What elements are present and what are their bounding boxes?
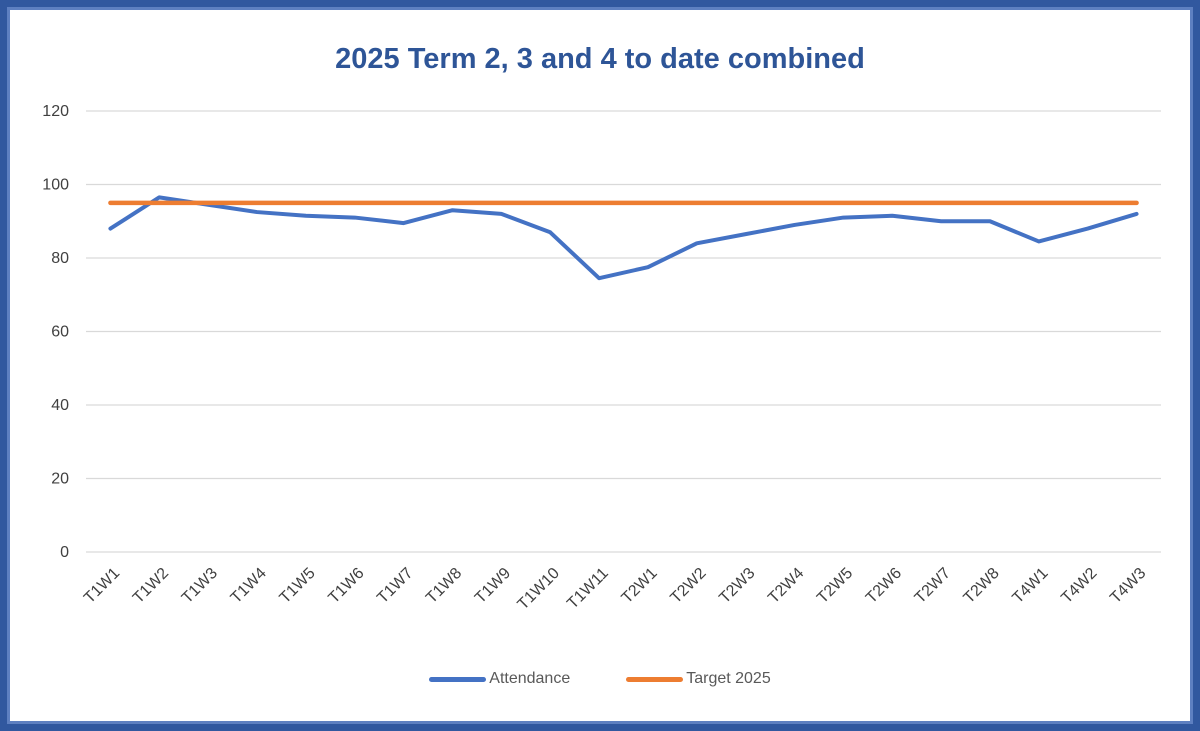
y-axis-tick-label: 60 (51, 324, 69, 341)
x-axis-tick-label: T2W8 (961, 565, 1003, 607)
legend-label-target: Target 2025 (686, 670, 771, 687)
y-axis-tick-label: 80 (51, 250, 69, 267)
x-axis-tick-label: T1W3 (179, 565, 221, 607)
x-axis-tick-label: T4W3 (1107, 565, 1149, 607)
x-axis-tick-label: T1W9 (472, 565, 514, 607)
x-axis-tick-label: T2W5 (814, 565, 856, 607)
chart-title: 2025 Term 2, 3 and 4 to date combined (335, 43, 865, 75)
legend-item-target: Target 2025 (626, 670, 771, 688)
legend-label-attendance: Attendance (489, 670, 571, 687)
x-axis-tick-label: T4W1 (1009, 565, 1051, 607)
x-axis-tick-label: T1W5 (277, 565, 319, 607)
y-axis-tick-label: 20 (51, 471, 69, 488)
x-axis-tick-label: T1W11 (564, 565, 612, 613)
x-axis-tick-label: T2W1 (619, 565, 661, 607)
y-axis-tick-label: 100 (42, 177, 69, 194)
x-axis-tick-label: T2W3 (716, 565, 758, 607)
x-axis-tick-label: T2W4 (765, 565, 807, 607)
x-axis-tick-label: T2W6 (863, 565, 905, 607)
x-axis-tick-label: T1W4 (228, 565, 270, 607)
y-axis-tick-label: 120 (42, 103, 69, 120)
x-axis-tick-label: T1W2 (130, 565, 172, 607)
x-axis-tick-label: T4W2 (1058, 565, 1100, 607)
target-line-swatch (626, 676, 684, 682)
legend-item-attendance: Attendance (429, 670, 570, 688)
y-axis-tick-label: 0 (60, 544, 69, 561)
x-axis-tick-label: T2W2 (667, 565, 709, 607)
y-axis-tick-label: 40 (51, 397, 69, 414)
chart-legend: Attendance Target 2025 (7, 664, 1193, 694)
x-axis-tick-label: T1W6 (325, 565, 367, 607)
x-axis-tick-label: T1W7 (374, 565, 416, 607)
x-axis-tick-label: T1W1 (81, 565, 123, 607)
x-axis-tick-label: T1W8 (423, 565, 465, 607)
x-axis-tick-label: T1W10 (515, 565, 564, 614)
x-axis-tick-label: T2W7 (912, 565, 954, 607)
attendance-line (108, 195, 1139, 281)
attendance-line-swatch (429, 676, 487, 682)
